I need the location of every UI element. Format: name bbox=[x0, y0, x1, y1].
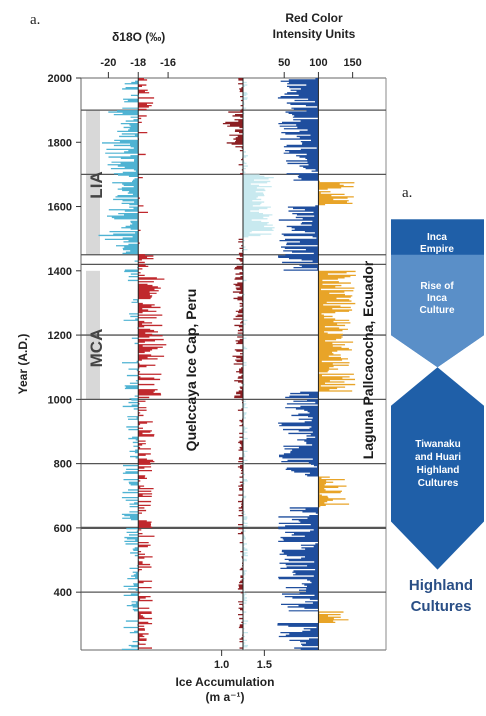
d18o-tick-label--20: -20 bbox=[100, 57, 116, 69]
red-color-label-line1: Red Color bbox=[285, 11, 343, 25]
panel-label-right: a. bbox=[402, 185, 412, 201]
lia-period-bar bbox=[86, 110, 100, 255]
quelccaya-label: Quelccaya Ice Cap, Peru bbox=[183, 289, 199, 452]
red-color-fill-0 bbox=[277, 78, 319, 650]
y-tick-label-1600: 1600 bbox=[48, 202, 72, 214]
highland-label-1: Highland bbox=[409, 577, 473, 594]
accum-tick-label-1.5: 1.5 bbox=[257, 659, 272, 671]
y-tick-label-800: 800 bbox=[54, 459, 72, 471]
tiwanaku-shape bbox=[391, 367, 484, 570]
red-color-tick-label-50: 50 bbox=[278, 57, 290, 69]
y-tick-label-1000: 1000 bbox=[48, 394, 72, 406]
inca-empire-label-1: Inca bbox=[427, 232, 447, 243]
red-color-fill-1 bbox=[318, 180, 356, 624]
tiwanaku-label-3: Highland bbox=[417, 465, 460, 476]
accum-fill-1 bbox=[222, 78, 243, 649]
year-axis-label: Year (A.D.) bbox=[16, 334, 30, 395]
rise-inca-label-2: Inca bbox=[427, 293, 447, 304]
lia-label: LIA bbox=[87, 171, 106, 198]
tiwanaku-label-4: Cultures bbox=[418, 478, 459, 489]
d18o-tick-label--18: -18 bbox=[130, 57, 146, 69]
ice-accum-label-line1: Ice Accumulation bbox=[176, 675, 275, 689]
d18o-fill-1 bbox=[138, 78, 167, 649]
y-tick-label-1800: 1800 bbox=[48, 137, 72, 149]
inca-empire-label-2: Empire bbox=[420, 244, 454, 255]
pallcacocha-label: Laguna Pallcacocha, Ecuador bbox=[360, 260, 376, 459]
d18o-tick-label--16: -16 bbox=[160, 57, 176, 69]
axes-layer: 400 600 800 1000 1200 1400 1600 1800 2000 -20 -18 -… bbox=[48, 57, 362, 671]
y-tick-label-1400: 1400 bbox=[48, 266, 72, 278]
red-color-tick-label-100: 100 bbox=[309, 57, 327, 69]
culture-panel bbox=[391, 219, 484, 570]
y-tick-label-1200: 1200 bbox=[48, 330, 72, 342]
tiwanaku-label-1: Tiwanaku bbox=[415, 439, 460, 450]
highland-label-2: Cultures bbox=[411, 598, 472, 615]
inca-empire-block bbox=[391, 219, 484, 255]
panel-label-left: a. bbox=[30, 12, 40, 28]
y-tick-label-400: 400 bbox=[54, 587, 72, 599]
series-layer bbox=[98, 78, 356, 651]
rise-inca-shape bbox=[391, 254, 484, 368]
rise-inca-label-1: Rise of bbox=[420, 281, 454, 292]
tiwanaku-label-2: and Huari bbox=[415, 452, 461, 463]
red-color-tick-label-150: 150 bbox=[343, 57, 361, 69]
ice-accum-label-line2: (m a⁻¹) bbox=[206, 690, 245, 704]
mca-label: MCA bbox=[87, 329, 106, 368]
accum-fill-0 bbox=[242, 81, 275, 650]
d18o-axis-label: δ18O (‰) bbox=[112, 30, 165, 44]
accum-tick-label-1.0: 1.0 bbox=[214, 659, 229, 671]
y-tick-label-2000: 2000 bbox=[48, 73, 72, 85]
rise-inca-label-3: Culture bbox=[420, 305, 455, 316]
y-tick-label-600: 600 bbox=[54, 523, 72, 535]
red-color-label-line2: Intensity Units bbox=[273, 27, 356, 41]
